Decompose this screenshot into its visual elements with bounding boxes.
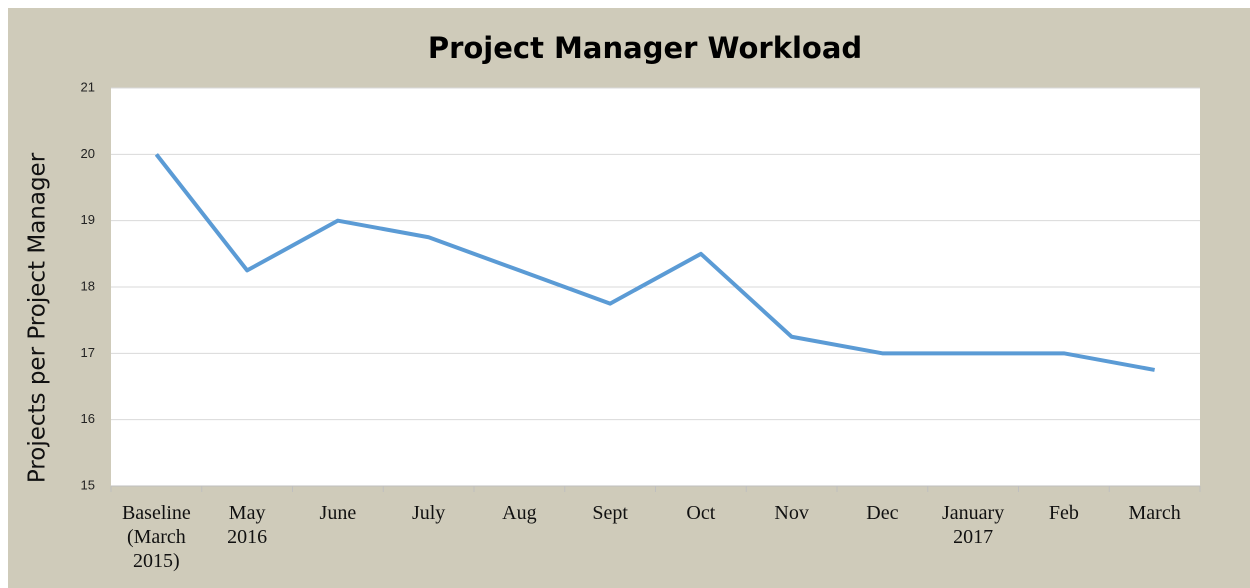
x-tick-label: Oct [686, 502, 715, 524]
y-tick-label: 21 [81, 79, 95, 94]
chart-title: Project Manager Workload [428, 31, 862, 65]
x-tick-label: March [1129, 502, 1181, 524]
x-tick-label: Sept [592, 502, 628, 524]
x-tick-label: Baseline (March 2015) [122, 502, 191, 572]
y-tick-label: 16 [81, 411, 95, 426]
y-tick-label: 20 [81, 146, 95, 161]
x-tick-label: Nov [774, 502, 808, 524]
data-line [154, 153, 1155, 372]
y-tick-label: 19 [81, 212, 95, 227]
x-tick-label: Feb [1049, 502, 1079, 524]
y-tick-label: 17 [81, 345, 95, 360]
x-tick-label: June [320, 502, 357, 524]
x-tick-label: Dec [866, 502, 898, 524]
y-tick-label: 18 [81, 278, 95, 293]
y-tick-label: 15 [81, 477, 95, 492]
x-tick-label: January 2017 [942, 502, 1004, 548]
x-tick-label: July [412, 502, 445, 524]
x-tick-label: Aug [502, 502, 536, 524]
x-tick-label: May 2016 [227, 502, 267, 548]
y-axis-label: Projects per Project Manager [25, 152, 51, 483]
